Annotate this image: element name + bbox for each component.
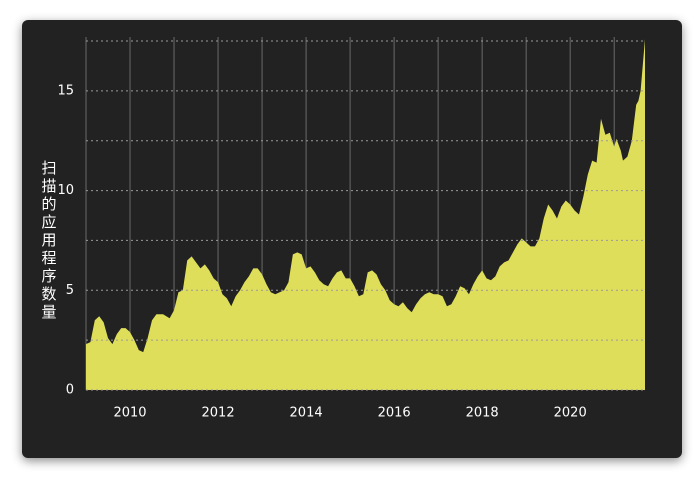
x-tick-label: 2014 xyxy=(290,406,323,421)
x-tick-label: 2010 xyxy=(113,406,146,421)
x-tick-label: 2018 xyxy=(466,406,499,421)
y-axis-label: 扫描的应用程序数量 xyxy=(40,160,58,322)
y-tick-label: 5 xyxy=(66,283,74,298)
y-tick-label: 10 xyxy=(57,183,74,198)
x-tick-label: 2016 xyxy=(378,406,411,421)
x-tick-label: 2012 xyxy=(202,406,235,421)
x-tick-label: 2020 xyxy=(554,406,587,421)
area xyxy=(86,38,645,390)
y-tick-label: 0 xyxy=(66,383,74,398)
y-tick-label: 15 xyxy=(57,83,74,98)
